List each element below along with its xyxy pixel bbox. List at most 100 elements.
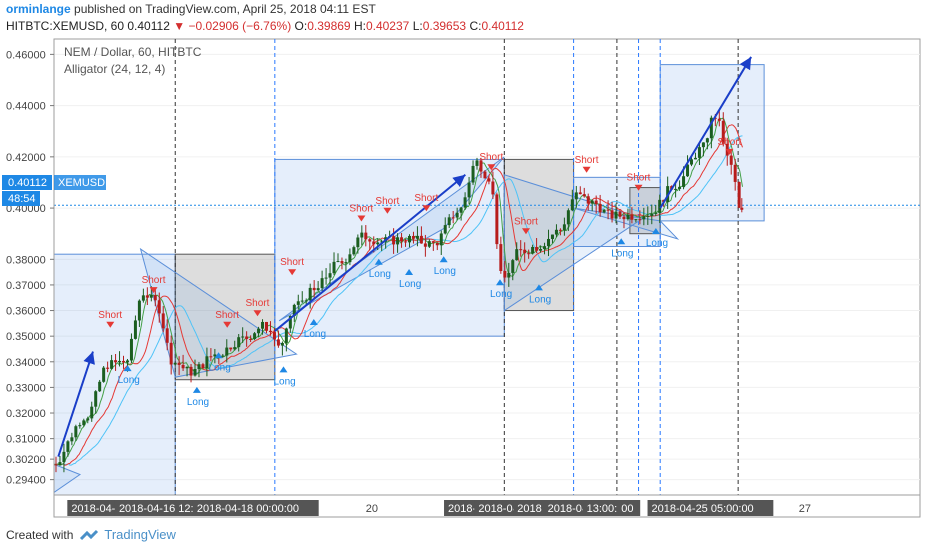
candle-body (360, 232, 364, 238)
brand-label: TradingView (104, 527, 176, 542)
long-signal-label: Long (434, 266, 456, 277)
candle-body (169, 342, 173, 365)
candle-body (539, 249, 543, 251)
candle-body (431, 241, 435, 243)
candle-body (356, 237, 360, 248)
candle-body (229, 347, 233, 350)
long-arrow-icon (651, 228, 660, 235)
candle-body (423, 243, 427, 247)
long-signal-label: Long (209, 362, 231, 373)
candle-body (614, 211, 618, 219)
candle-body (213, 354, 217, 357)
y-tick-label: 0.29400 (6, 475, 46, 487)
trend-arrow (57, 351, 95, 457)
candle-body (654, 212, 658, 214)
candle-body (165, 328, 169, 343)
short-signal-label: Short (98, 310, 122, 321)
candle-body (340, 261, 344, 264)
drawing-boxes (53, 64, 765, 496)
candle-body (415, 235, 419, 239)
close-label: C: (469, 19, 482, 33)
grid (54, 53, 920, 481)
chart-area[interactable] (53, 38, 921, 518)
candle-body (491, 181, 495, 195)
high-label: H: (353, 19, 366, 33)
short-arrow-icon (634, 184, 643, 191)
candle-body (257, 328, 261, 334)
candle-body (268, 330, 272, 333)
short-arrow-icon (521, 228, 530, 235)
candle-body (185, 366, 189, 369)
long-arrow-icon (495, 279, 504, 286)
candle-body (566, 210, 570, 225)
short-signal-label: Short (375, 196, 399, 207)
candle-body (70, 437, 74, 442)
candle-body (380, 241, 384, 243)
tradingview-logo-icon (80, 529, 99, 540)
candle-body (249, 338, 253, 340)
price-chart[interactable]: ShortLongShortLongLongShortShortLongShor… (0, 38, 932, 522)
short-arrow-icon (487, 164, 496, 171)
tradingview-link[interactable]: TradingView (79, 527, 176, 542)
candle-body (276, 339, 280, 346)
candle-body (717, 118, 721, 121)
y-tick-label: 0.42000 (6, 152, 46, 164)
y-tick-label: 0.37000 (6, 280, 46, 292)
candle-body (443, 225, 447, 234)
candle-body (686, 164, 690, 177)
candle-body (149, 295, 153, 298)
price-axis[interactable]: 0.46000 0.44000 0.42000 0.40000 0.38000 0.370… (6, 39, 55, 517)
candle-body (610, 210, 614, 219)
legend-indicator: Alligator (24, 12, 4) (64, 62, 165, 76)
candle-body (697, 147, 701, 158)
candle-body (634, 219, 638, 221)
candle-body (288, 315, 292, 329)
candle-body (642, 216, 646, 220)
candle-body (336, 261, 340, 263)
candle-body (312, 287, 316, 291)
short-arrow-icon (582, 166, 591, 173)
short-signal-label: Short (280, 257, 304, 268)
candle-body (157, 300, 161, 314)
low-value: 0.39653 (422, 19, 467, 33)
candle-body (602, 209, 606, 213)
candle-body (543, 246, 547, 250)
candle-body (411, 235, 415, 239)
candle-body (531, 246, 535, 254)
candle-body (721, 120, 725, 144)
candle-body (705, 138, 709, 143)
short-signal-label: Short (349, 203, 373, 214)
y-tick-label: 0.33000 (6, 382, 46, 394)
low-label: L: (412, 19, 423, 33)
candle-body (141, 295, 145, 301)
long-signal-label: Long (187, 397, 209, 408)
candle-body (376, 242, 380, 245)
candle-body (110, 360, 114, 369)
x-tick-label: 00 (621, 503, 633, 515)
range-box (174, 253, 276, 381)
candle-body (54, 464, 58, 466)
candle-body (507, 272, 511, 278)
y-tick-label: 0.36000 (6, 306, 46, 318)
x-label-tag (192, 500, 319, 516)
candle-body (392, 236, 396, 245)
candle-body (90, 406, 94, 419)
candle-body (145, 295, 149, 298)
short-arrow-icon (422, 205, 431, 212)
y-tick-label: 0.46000 (6, 49, 46, 61)
author-link[interactable]: orminlange (6, 2, 71, 16)
candle-body (439, 233, 443, 246)
candle-body (737, 181, 741, 208)
candle-body (118, 360, 122, 363)
candle-body (729, 155, 733, 165)
short-signal-label: Short (514, 216, 538, 227)
long-arrow-icon (279, 366, 288, 373)
x-tick-label: 20 (366, 503, 378, 515)
candle-body (308, 287, 312, 301)
candle-body (161, 313, 165, 329)
change-value: −0.02906 (−6.76%) (188, 19, 292, 33)
candle-body (137, 300, 141, 321)
candle-body (427, 241, 431, 247)
range-box (659, 64, 765, 222)
